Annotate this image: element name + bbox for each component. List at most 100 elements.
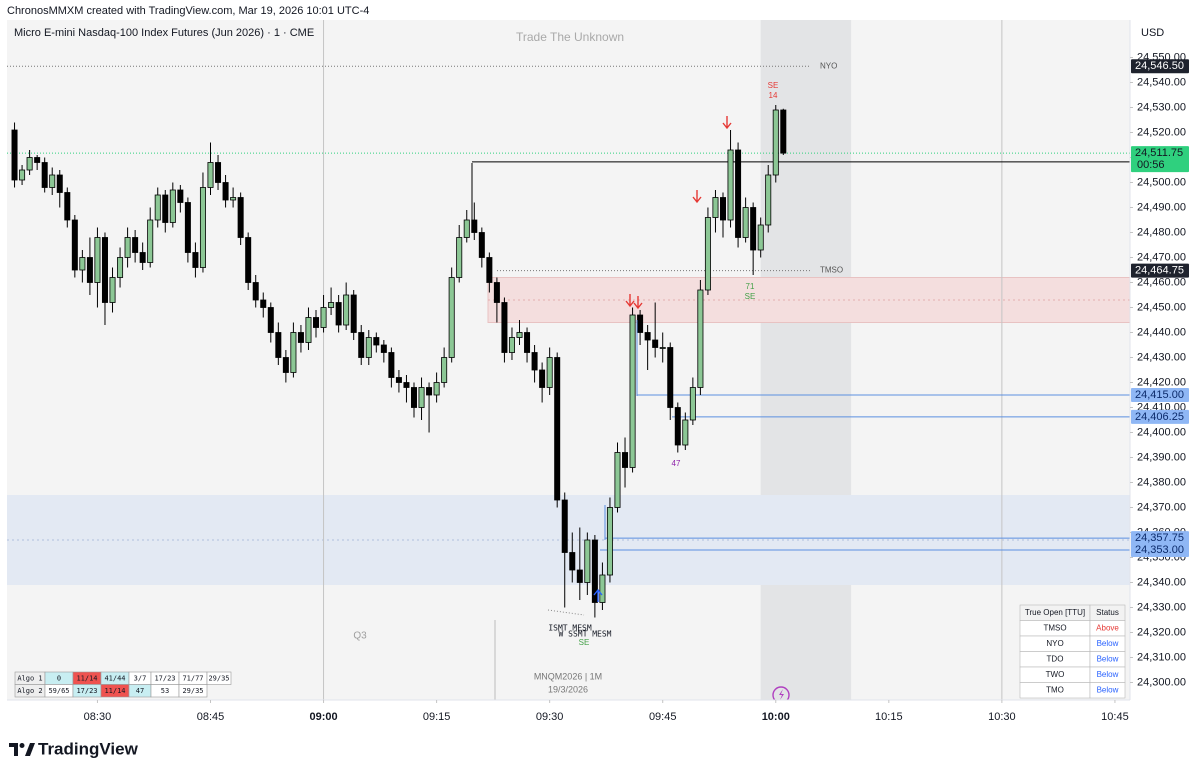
algo-cell bbox=[178, 684, 208, 698]
candle-body bbox=[290, 332, 297, 373]
symbol-title: Micro E-mini Nasdaq-100 Index Futures (J… bbox=[14, 27, 314, 39]
brand: TradingView bbox=[38, 739, 139, 758]
candle-body bbox=[637, 314, 644, 333]
candle-body bbox=[335, 302, 342, 326]
table-cell-text: Below bbox=[1097, 685, 1119, 694]
price-axis bbox=[1130, 0, 1200, 773]
candle-body bbox=[682, 419, 689, 446]
level-price-label: 24,464.75 bbox=[1135, 265, 1184, 277]
candle-body bbox=[757, 224, 764, 251]
algo-cell-text: 53 bbox=[161, 687, 169, 695]
candle-body bbox=[742, 207, 749, 238]
candle-body bbox=[765, 174, 772, 226]
candle-body bbox=[735, 149, 742, 238]
table-cell-text: TMSO bbox=[1043, 623, 1066, 632]
top-bar bbox=[0, 0, 1200, 20]
candle-body bbox=[599, 574, 606, 603]
currency: USD bbox=[1141, 27, 1164, 39]
candle-body bbox=[674, 407, 681, 446]
level-price-box bbox=[1131, 59, 1189, 74]
table-cell-text: Below bbox=[1097, 654, 1119, 663]
candle-body bbox=[712, 197, 719, 218]
y-tick-label: 24,420.00 bbox=[1137, 376, 1186, 388]
current-price-box bbox=[1131, 146, 1189, 173]
sell-arrow bbox=[692, 190, 702, 204]
plot-area: NYO TMSO bbox=[7, 20, 1131, 700]
candle-body bbox=[222, 182, 229, 201]
candle-body bbox=[260, 299, 267, 308]
candle-body bbox=[576, 569, 583, 583]
candle-body bbox=[704, 217, 711, 291]
candle-body bbox=[305, 317, 312, 343]
x-tick-label: 10:15 bbox=[875, 711, 903, 723]
plot-background bbox=[7, 20, 1130, 700]
candle-body bbox=[493, 282, 500, 303]
level-price-label: 24,406.25 bbox=[1135, 411, 1184, 423]
candle-body bbox=[328, 302, 335, 308]
credit: ChronosMMXM created with TradingView.com… bbox=[7, 5, 369, 17]
candle-body bbox=[373, 337, 380, 346]
level-name: NYO bbox=[820, 61, 837, 70]
candle-body bbox=[652, 339, 659, 348]
y-tick-label: 24,310.00 bbox=[1137, 651, 1186, 663]
candle-body bbox=[101, 237, 108, 303]
date-info: 19/3/2026 bbox=[548, 684, 588, 694]
candle-body bbox=[448, 277, 455, 358]
candle-body bbox=[622, 452, 629, 468]
candle-body bbox=[11, 129, 18, 181]
algo-cell-text: 17/23 bbox=[76, 687, 97, 695]
brand-logo: TradingView bbox=[9, 739, 139, 758]
annotation: SE bbox=[768, 81, 779, 90]
algo-cell-text: 59/65 bbox=[48, 687, 69, 695]
candle-body bbox=[313, 317, 320, 328]
table-cell-text: Below bbox=[1097, 670, 1119, 679]
candle-body bbox=[539, 369, 546, 388]
candle-body bbox=[207, 162, 214, 188]
level-price-box bbox=[1131, 543, 1189, 557]
candle-body bbox=[629, 314, 636, 468]
candle-body bbox=[463, 219, 470, 238]
candle-body bbox=[199, 187, 206, 268]
algo-cell-text: Algo 1 bbox=[17, 674, 42, 682]
candle-body bbox=[614, 452, 621, 508]
candle-body bbox=[569, 552, 576, 571]
signal-arrows bbox=[625, 116, 732, 310]
tables: True Open [TTU] Status TMSO Above NYO Below TD… bbox=[14, 604, 1126, 699]
candle-body bbox=[426, 387, 433, 396]
candle-body bbox=[26, 157, 33, 171]
table-cell-text: TDO bbox=[1047, 654, 1064, 663]
x-tick-label: 10:30 bbox=[988, 711, 1016, 723]
symbol-info: MNQM2026 | 1M bbox=[534, 671, 602, 681]
sell-arrow bbox=[625, 294, 635, 308]
candle-body bbox=[689, 387, 696, 421]
candle-body bbox=[192, 252, 199, 268]
algo-cell-text: 29/35 bbox=[182, 687, 203, 695]
candle-body bbox=[86, 257, 93, 283]
buy-arrow bbox=[593, 588, 603, 602]
candle-body bbox=[418, 387, 425, 408]
candle-body bbox=[395, 377, 402, 383]
candle-body bbox=[350, 294, 357, 333]
algo-cell-text: 11/14 bbox=[76, 674, 97, 682]
logo-mark bbox=[19, 743, 25, 748]
y-tick-label: 24,380.00 bbox=[1137, 476, 1186, 488]
table-cell-text: Above bbox=[1096, 623, 1119, 632]
candle-body bbox=[508, 337, 515, 353]
candle-body bbox=[132, 237, 139, 253]
candle-body bbox=[365, 337, 372, 358]
candle-body bbox=[124, 237, 131, 258]
candle-body bbox=[184, 202, 191, 253]
candle-body bbox=[403, 382, 410, 388]
sell-arrow bbox=[633, 296, 643, 310]
y-tick-label: 24,520.00 bbox=[1137, 126, 1186, 138]
candle-body bbox=[19, 169, 26, 181]
level-price-label: 24,415.00 bbox=[1135, 389, 1184, 401]
candle-body bbox=[780, 109, 787, 154]
candle-body bbox=[109, 277, 116, 303]
candle-body bbox=[169, 189, 176, 223]
candle-body bbox=[297, 332, 304, 343]
alert-bolt[interactable] bbox=[779, 689, 784, 700]
smt-line bbox=[547, 609, 585, 616]
sell-arrow bbox=[722, 116, 732, 130]
